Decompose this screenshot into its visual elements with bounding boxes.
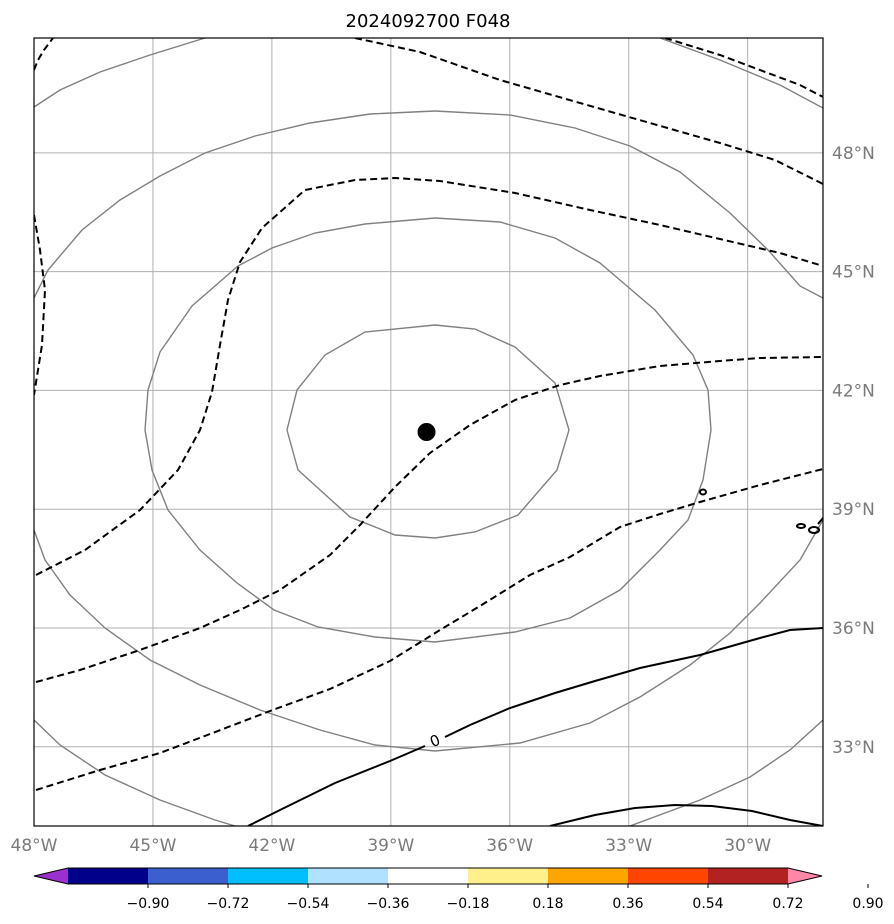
zero-contour-blob-1	[699, 488, 707, 496]
lon-tick-label: 30°W	[724, 836, 771, 856]
zero-contour-blob-4	[817, 517, 823, 525]
gray-contour-4b	[659, 38, 823, 109]
lon-tick-label: 42°W	[248, 836, 295, 856]
lat-tick-label: 33°N	[832, 738, 875, 758]
plot-title: 2024092700 F048	[346, 11, 511, 32]
gray-contours	[34, 38, 823, 826]
dashed-contour-1	[34, 38, 54, 71]
zero-contour-2	[549, 803, 823, 826]
colorbar-segment	[628, 868, 709, 884]
dashed-contour-6	[35, 468, 823, 791]
gray-contour-4d	[629, 719, 823, 826]
colorbar-segment	[308, 868, 389, 884]
colorbar: −0.90 −0.72 −0.54 −0.36 −0.18 0.18 0.36 0.54 0.7…	[33, 867, 884, 912]
colorbar-tick-label: −0.90	[127, 896, 170, 912]
gray-contour-3	[434, 110, 823, 299]
map-panel: 0	[33, 37, 824, 827]
colorbar-segment	[548, 868, 629, 884]
colorbar-segment	[68, 868, 149, 884]
lat-tick-label: 45°N	[832, 263, 875, 283]
gray-contour-2	[144, 217, 712, 643]
colorbar-extend-high	[788, 868, 822, 884]
lon-tick-label: 33°W	[605, 836, 652, 856]
colorbar-tick-label: 0.54	[692, 896, 723, 912]
dashed-contour-4	[35, 176, 823, 576]
dashed-contour-3	[34, 214, 47, 396]
dashed-contour-5	[35, 356, 823, 683]
map-frame	[33, 37, 824, 827]
center-marker	[417, 423, 436, 441]
colorbar-segment	[148, 868, 229, 884]
colorbar-extend-low	[34, 868, 68, 884]
colorbar-tick-label: −0.72	[207, 896, 250, 912]
gray-contour-4c	[34, 719, 236, 826]
lat-tick-label: 48°N	[832, 144, 875, 164]
negative-contours	[34, 38, 823, 791]
colorbar-tick-label: −0.36	[367, 896, 410, 912]
zero-contour-1	[247, 627, 823, 826]
gray-contour-inner	[286, 324, 570, 539]
gray-contour-3c	[34, 519, 823, 752]
zero-contour-blob-2	[796, 523, 806, 529]
contours: 0	[34, 38, 823, 826]
colorbar-tick-label: −0.18	[447, 896, 490, 912]
lon-tick-label: 36°W	[486, 836, 533, 856]
lon-tick-label: 45°W	[129, 836, 176, 856]
colorbar-outline	[33, 867, 823, 885]
latitude-labels: 48°N 45°N 42°N 39°N 36°N 33°N	[832, 144, 875, 758]
lon-tick-label: 48°W	[11, 836, 58, 856]
lon-tick-label: 39°W	[367, 836, 414, 856]
colorbar-tick-label: 0.36	[612, 896, 643, 912]
lat-tick-label: 36°N	[832, 619, 875, 639]
colorbar-tick-label: 0.90	[852, 896, 883, 912]
zero-contours	[247, 488, 823, 826]
dashed-contour-2	[354, 38, 823, 185]
colorbar-segment	[388, 868, 469, 884]
colorbar-tick-label: 0.72	[772, 896, 803, 912]
colorbar-tick-label: −0.54	[287, 896, 330, 912]
lat-tick-label: 42°N	[832, 381, 875, 401]
dashed-contour-2b	[664, 38, 823, 98]
colorbar-segment	[468, 868, 549, 884]
colorbar-segment	[228, 868, 309, 884]
colorbar-tick-label: 0.18	[532, 896, 563, 912]
longitude-labels: 48°W 45°W 42°W 39°W 36°W 33°W 30°W	[11, 836, 772, 856]
colorbar-segment	[708, 868, 789, 884]
lat-tick-label: 39°N	[832, 500, 875, 520]
gray-contour-4	[34, 38, 206, 108]
gray-contour-3b	[34, 110, 436, 299]
zero-contour-blob-3	[808, 526, 820, 534]
